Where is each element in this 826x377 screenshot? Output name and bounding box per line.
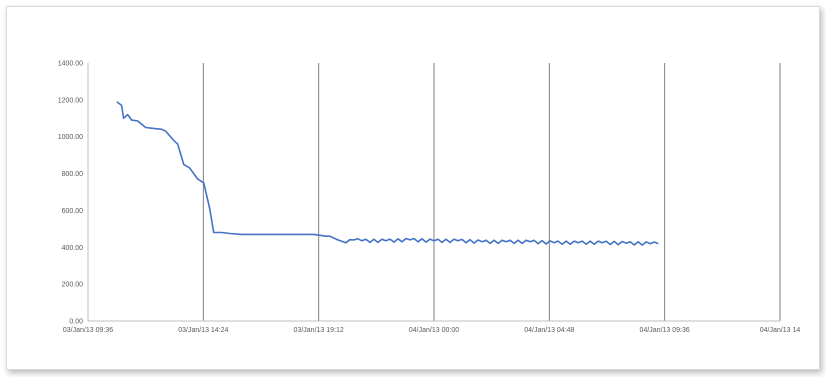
y-tick-label: 0.00 bbox=[69, 319, 83, 326]
y-tick-label: 1000.00 bbox=[58, 134, 83, 141]
y-axis-tick-labels: 0.00 200.00 400.00 600.00 800.00 1000.00 1200.… bbox=[58, 61, 83, 326]
y-tick-label: 400.00 bbox=[62, 245, 84, 252]
chart-axes bbox=[87, 63, 780, 322]
x-tick-label: 04/Jan/13 09:36 bbox=[640, 327, 690, 334]
series-line-0 bbox=[116, 101, 659, 246]
x-tick-label: 04/Jan/13 00:00 bbox=[409, 327, 459, 334]
y-tick-label: 600.00 bbox=[62, 208, 84, 215]
x-tick-label: 04/Jan/13 14 bbox=[760, 327, 801, 334]
series-layer bbox=[116, 101, 659, 246]
x-tick-label: 03/Jan/13 09:36 bbox=[63, 327, 113, 334]
y-tick-label: 1200.00 bbox=[58, 97, 83, 104]
x-axis-tick-labels: 03/Jan/13 09:36 03/Jan/13 14:24 03/Jan/13 … bbox=[63, 327, 800, 334]
chart-area bbox=[6, 6, 820, 370]
x-tick-label: 04/Jan/13 04:48 bbox=[524, 327, 574, 334]
y-tick-label: 200.00 bbox=[62, 282, 84, 289]
x-tick-label: 03/Jan/13 19:12 bbox=[294, 327, 344, 334]
y-tick-label: 1400.00 bbox=[58, 61, 83, 68]
y-tick-label: 800.00 bbox=[62, 171, 84, 178]
x-tick-label: 03/Jan/13 14:24 bbox=[178, 327, 228, 334]
vertical-grid-lines bbox=[202, 63, 781, 321]
